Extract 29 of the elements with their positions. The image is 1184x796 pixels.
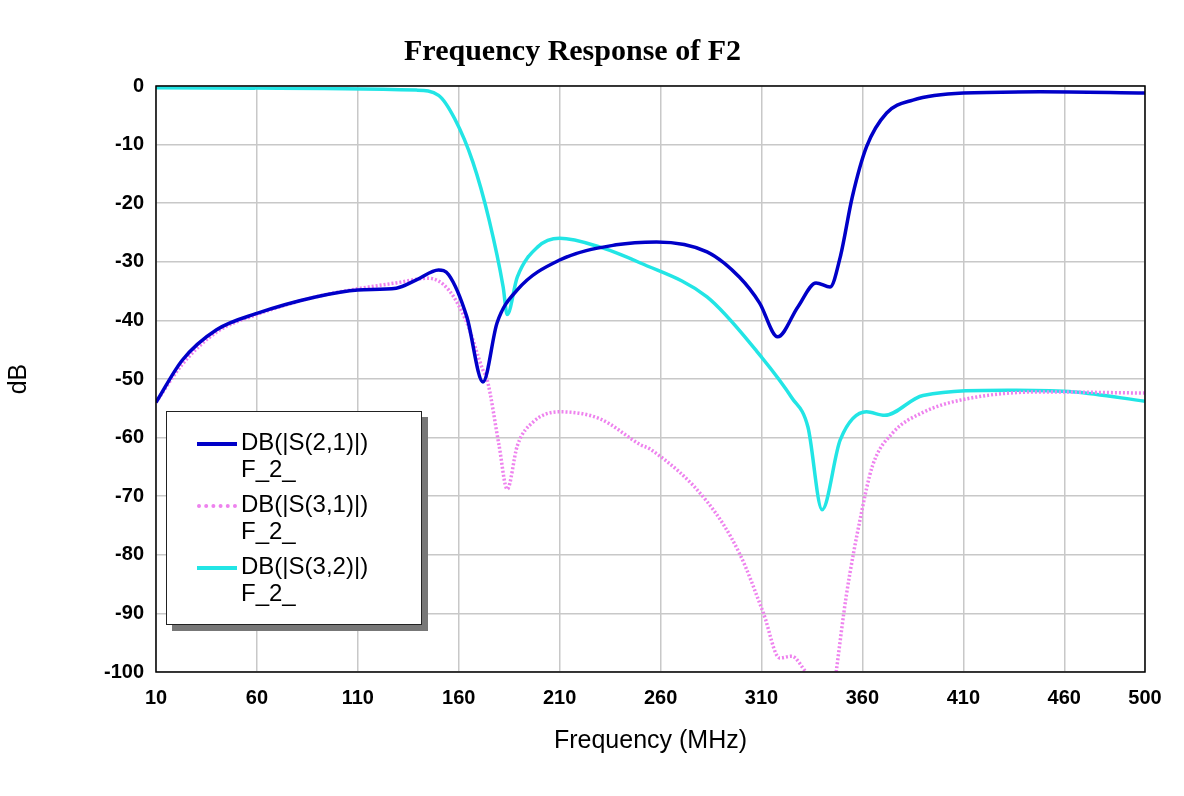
- legend-label: DB(|S(3,1)|) F_2_: [241, 490, 370, 544]
- legend-label: DB(|S(2,1)|) F_2_: [241, 428, 370, 482]
- y-tick-label: -40: [115, 307, 144, 330]
- y-tick-label: -100: [103, 659, 144, 682]
- x-tick-label: 500: [1128, 685, 1162, 708]
- y-tick-label: -20: [115, 190, 144, 213]
- x-tick-label: 260: [643, 685, 678, 708]
- y-tick-label: -10: [115, 132, 144, 155]
- x-tick-label: 110: [341, 685, 374, 708]
- y-tick-label: -70: [115, 483, 144, 506]
- y-tick-label: -50: [115, 366, 144, 389]
- x-tick-label: 460: [1047, 685, 1081, 708]
- x-tick-label: 60: [245, 685, 269, 708]
- y-tick-label: 0: [132, 73, 144, 96]
- x-tick-label: 310: [744, 685, 779, 708]
- y-tick-label: -30: [115, 249, 144, 272]
- x-tick-label: 10: [144, 685, 168, 708]
- x-axis-title: Frequency (MHz): [553, 724, 748, 753]
- line-series: [156, 90, 1145, 405]
- y-tick-label: -60: [115, 425, 144, 448]
- y-tick-label: -90: [115, 600, 144, 623]
- x-tick-label: 410: [946, 685, 981, 708]
- legend-label: DB(|S(3,2)|) F_2_: [241, 552, 370, 606]
- y-axis-title: dB: [2, 363, 31, 395]
- x-tick-label: 210: [542, 685, 577, 708]
- y-tick-label: -80: [115, 542, 144, 565]
- chart-title: Frequency Response of F2: [404, 32, 741, 66]
- x-tick-label: 360: [845, 685, 880, 708]
- x-tick-label: 160: [442, 685, 476, 708]
